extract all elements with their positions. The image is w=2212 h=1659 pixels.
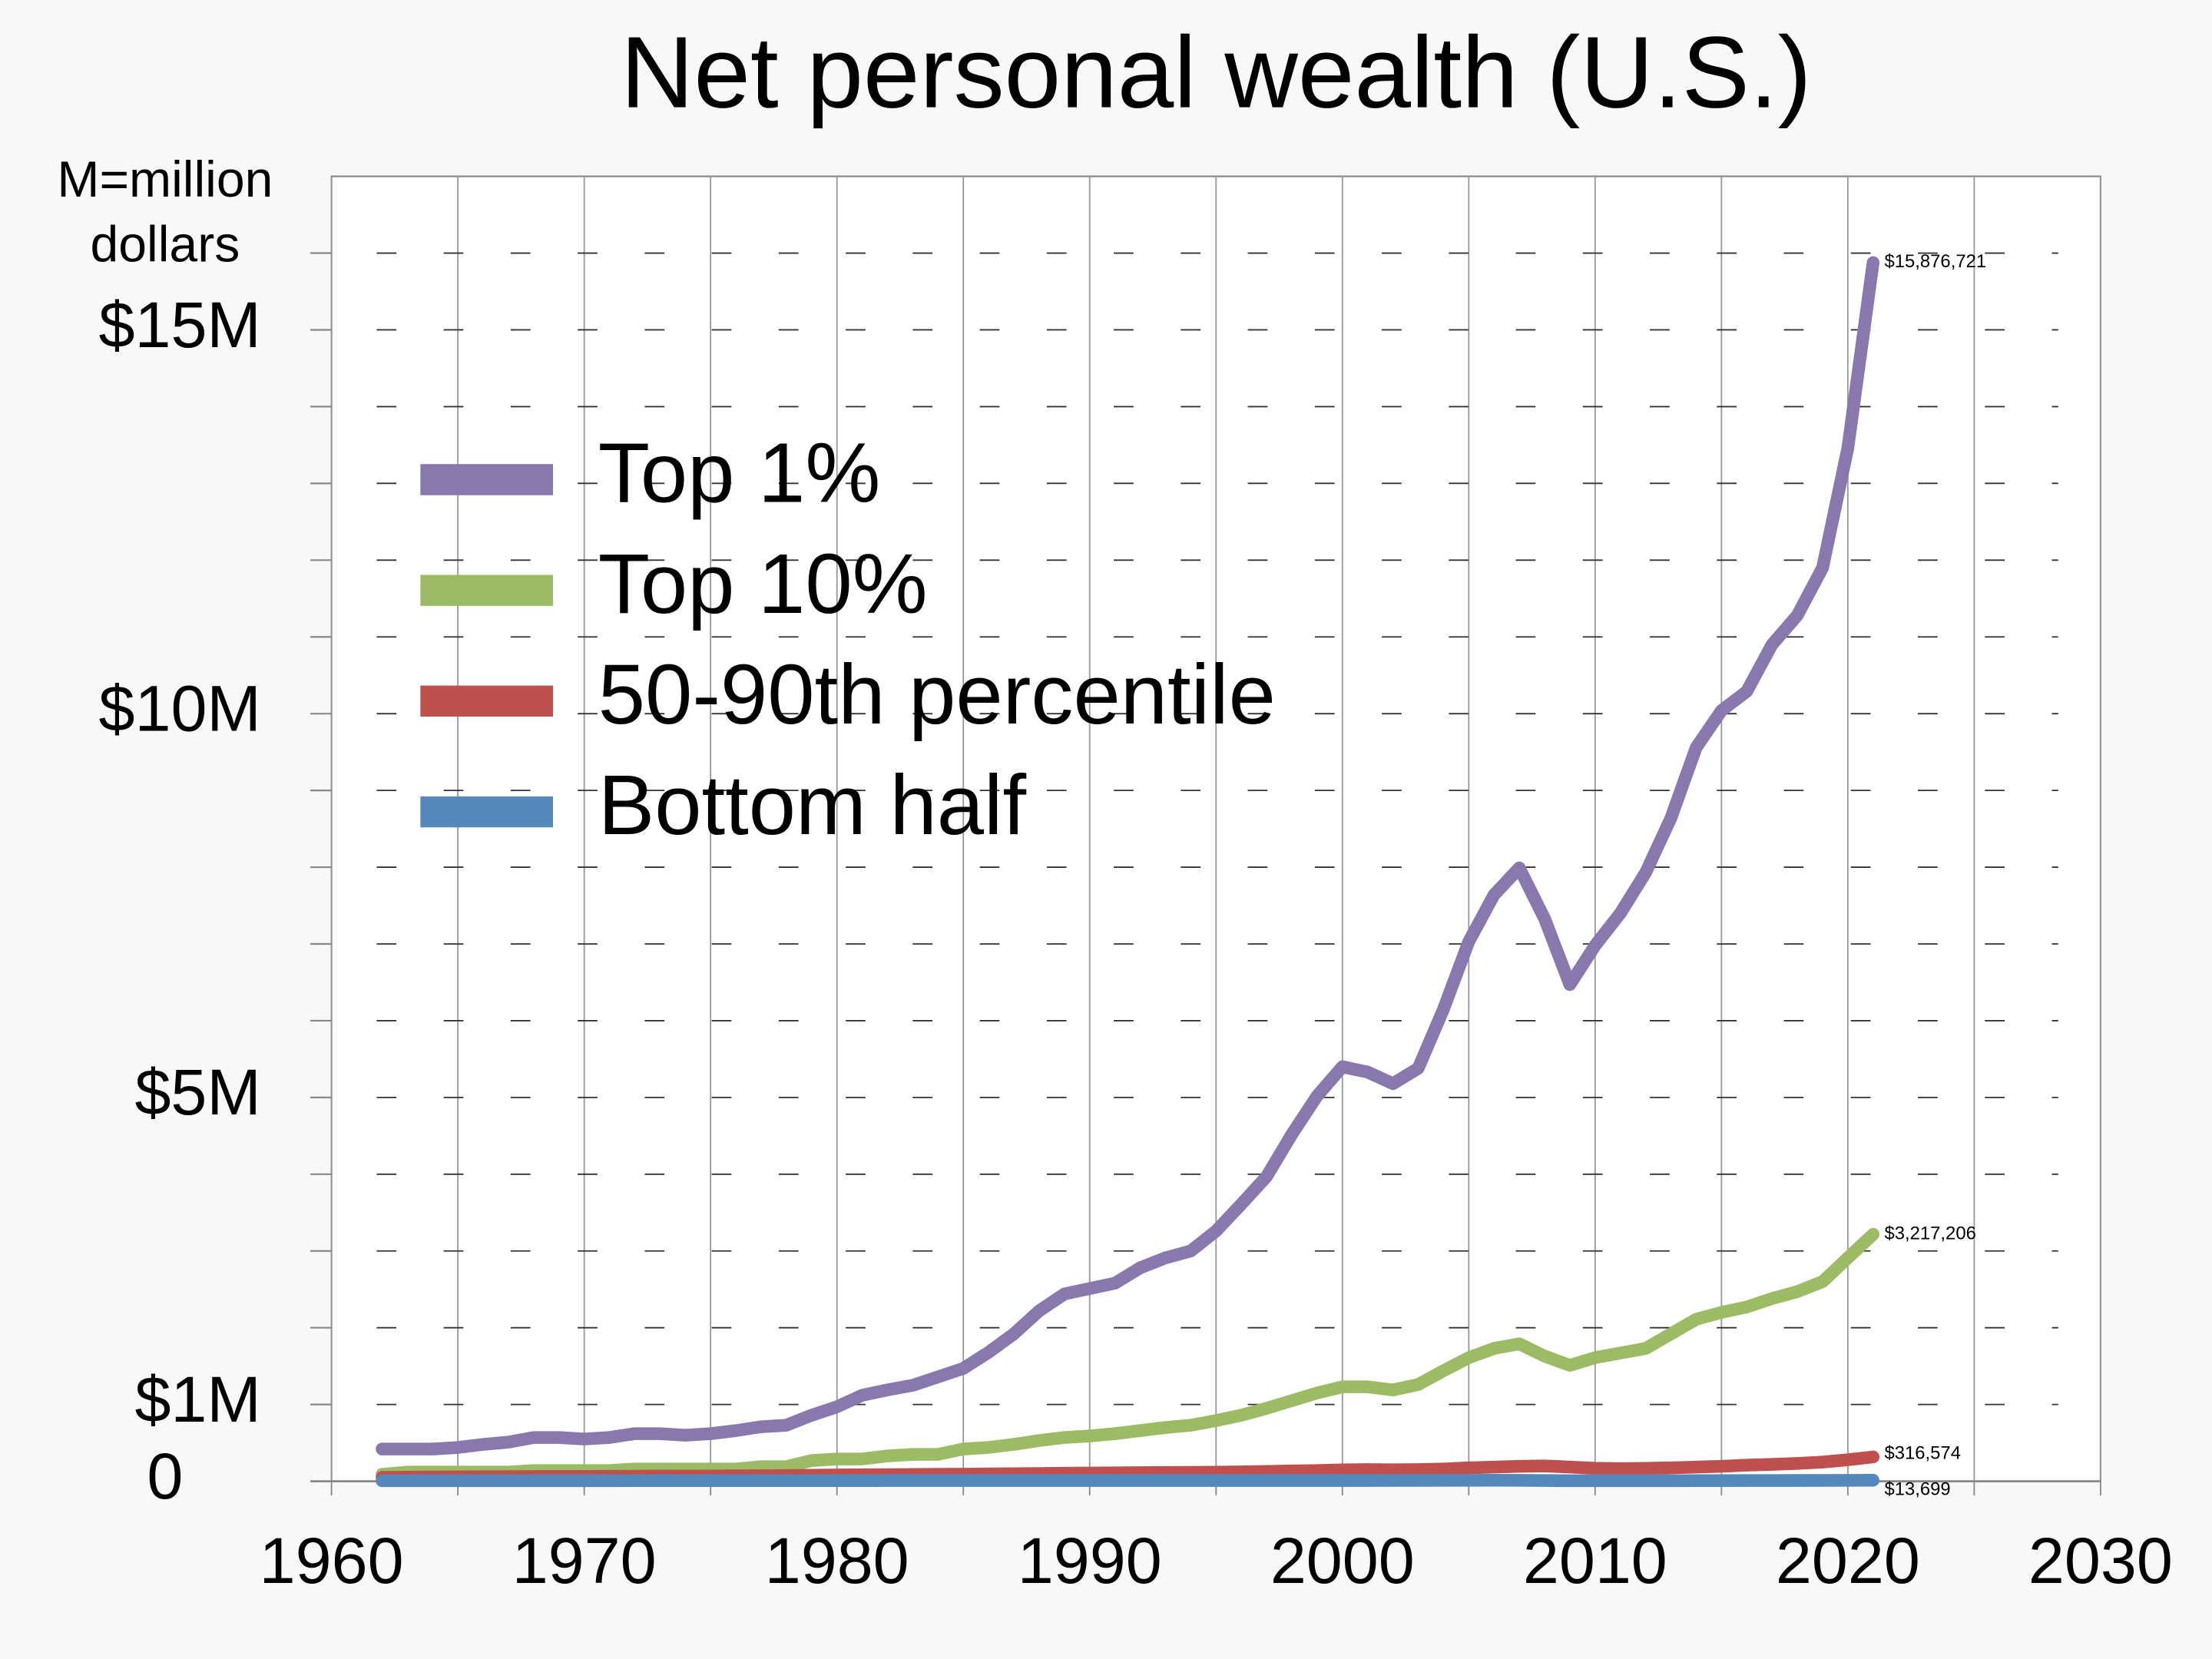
end-label: $13,699 bbox=[1884, 1479, 1950, 1499]
y-axis-label: M=million bbox=[57, 151, 273, 208]
x-tick-label: 1990 bbox=[1018, 1525, 1162, 1597]
y-tick-label: $5M bbox=[134, 1056, 260, 1128]
series-line bbox=[376, 1473, 1880, 1488]
y-tick-label: $1M bbox=[134, 1363, 260, 1435]
y-tick-label: 0 bbox=[147, 1440, 183, 1512]
legend-label: Top 10% bbox=[598, 537, 928, 631]
legend-label: Bottom half bbox=[598, 758, 1027, 853]
x-tick-label: 2030 bbox=[2028, 1525, 2173, 1597]
end-label: $3,217,206 bbox=[1884, 1223, 1975, 1243]
series-line bbox=[376, 1227, 1880, 1481]
chart-title: Net personal wealth (U.S.) bbox=[621, 16, 1812, 130]
end-label: $15,876,721 bbox=[1884, 251, 1986, 272]
x-tick-label: 1980 bbox=[765, 1525, 909, 1597]
x-tick-label: 2010 bbox=[1523, 1525, 1667, 1597]
legend-label: Top 1% bbox=[598, 426, 881, 521]
series-line bbox=[376, 256, 1880, 1455]
legend-label: 50-90th percentile bbox=[598, 647, 1276, 742]
end-label: $316,574 bbox=[1884, 1443, 1961, 1464]
y-tick-label: $10M bbox=[98, 672, 260, 744]
x-tick-label: 2020 bbox=[1776, 1525, 1920, 1597]
y-axis-label: dollars bbox=[91, 217, 240, 273]
x-tick-label: 1960 bbox=[260, 1525, 404, 1597]
x-tick-label: 2000 bbox=[1270, 1525, 1415, 1597]
y-tick-label: $15M bbox=[98, 289, 260, 361]
x-tick-label: 1970 bbox=[512, 1525, 657, 1597]
